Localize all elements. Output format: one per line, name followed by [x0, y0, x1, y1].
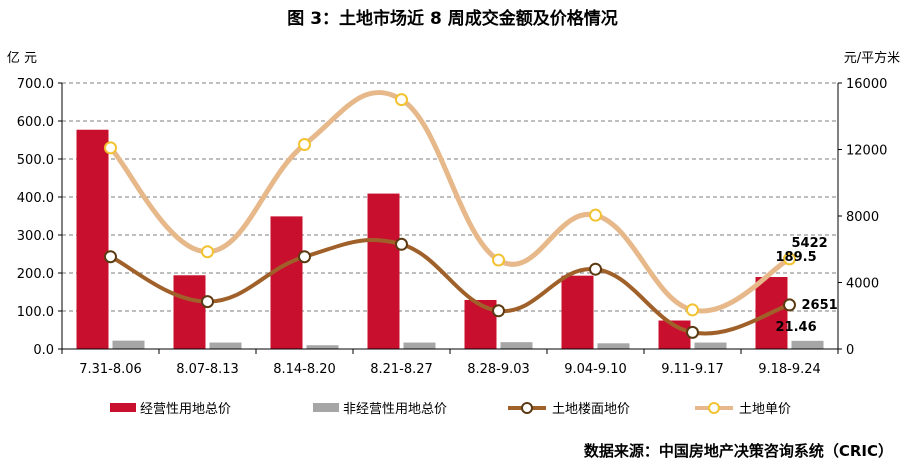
unit-price-point [104, 141, 117, 155]
x-tick-label: 9.11-9.17 [661, 362, 724, 377]
floor-price-point [298, 250, 311, 264]
bar-operating [76, 129, 109, 349]
x-tick-label: 8.14-8.20 [273, 362, 336, 377]
floor-price-point [783, 298, 796, 312]
y-left-tick-label: 200.0 [17, 267, 54, 282]
legend-marker [521, 402, 533, 414]
floor-price-point [201, 295, 214, 309]
unit-price-point [783, 252, 796, 266]
floor-price-point [395, 237, 408, 251]
unit-price-line [108, 90, 792, 314]
legend-item: 土地楼面地价 [508, 402, 630, 417]
legend-item: 经营性用地总价 [110, 402, 231, 417]
bar-non-operating [791, 340, 824, 349]
y-left-tick-label: 400.0 [17, 191, 54, 206]
bar-non-operating [597, 343, 630, 349]
x-tick-label: 8.28-9.03 [467, 362, 530, 377]
source-note: 数据来源：中国房地产决策咨询系统（CRIC） [583, 442, 893, 460]
floor-price-point [104, 250, 117, 264]
legend-label: 土地楼面地价 [552, 402, 630, 417]
data-labels: 189.5 21.46 2651 5422 [776, 236, 838, 335]
legend-item: 非经营性用地总价 [313, 402, 447, 417]
unit-price-point [395, 93, 408, 107]
x-tick-label: 9.18-9.24 [758, 362, 821, 377]
y-right-tick-label: 16000 [846, 77, 887, 92]
unit-price-point [298, 138, 311, 152]
x-tick-label: 7.31-8.06 [79, 362, 142, 377]
y-right-tick-label: 0 [846, 343, 854, 358]
y-left-tick-label: 500.0 [17, 153, 54, 168]
data-label: 5422 [792, 236, 828, 251]
bar-operating [367, 193, 400, 349]
unit-price-point [201, 245, 214, 259]
legend-item: 土地单价 [695, 402, 791, 417]
y-left-axis-label: 亿 元 [7, 51, 37, 66]
floor-price-line [108, 238, 792, 336]
legend-swatch [313, 403, 339, 412]
legend-label: 非经营性用地总价 [343, 402, 447, 417]
legend-label: 经营性用地总价 [140, 402, 231, 417]
floor-price-point [589, 262, 602, 276]
legend-label: 土地单价 [739, 402, 791, 417]
legend-swatch [110, 403, 136, 412]
bar-non-operating [112, 340, 145, 349]
legend-marker [708, 402, 720, 414]
bar-operating [173, 275, 206, 349]
bar-non-operating [694, 342, 727, 349]
y-left-tick-label: 600.0 [17, 115, 54, 130]
unit-price-point [492, 253, 505, 267]
unit-price-point [589, 208, 602, 222]
bars [76, 129, 824, 349]
bar-non-operating [209, 342, 242, 349]
chart-title: 图 3：土地市场近 8 周成交金额及价格情况 [287, 9, 618, 29]
series-lines [104, 90, 796, 339]
y-left-tick-label: 100.0 [17, 305, 54, 320]
y-left-tick-label: 300.0 [17, 229, 54, 244]
bar-non-operating [306, 345, 339, 349]
data-label: 21.46 [776, 320, 817, 335]
data-label: 189.5 [776, 250, 817, 265]
y-left-tick-label: 700.0 [17, 77, 54, 92]
bar-operating [561, 275, 594, 349]
unit-price-point [686, 303, 699, 317]
data-label: 2651 [802, 298, 838, 313]
bar-non-operating [403, 342, 436, 349]
y-right-tick-label: 4000 [846, 277, 879, 292]
y-right-axis-label: 元/平方米 [844, 50, 900, 66]
floor-price-point [686, 325, 699, 339]
y-right-tick-label: 8000 [846, 210, 879, 225]
axes: 0.0 100.0 200.0 300.0 400.0 500.0 600.0 700.0 0 4… [7, 50, 900, 377]
x-tick-label: 8.07-8.13 [176, 362, 239, 377]
legend: 经营性用地总价 非经营性用地总价 土地楼面地价 土地单价 [110, 402, 791, 417]
x-tick-label: 8.21-8.27 [370, 362, 433, 377]
floor-price-point [492, 304, 505, 318]
bar-non-operating [500, 342, 533, 349]
y-left-tick-label: 0.0 [33, 343, 54, 358]
y-right-tick-label: 12000 [846, 144, 887, 159]
x-tick-label: 9.04-9.10 [564, 362, 627, 377]
bar-operating [270, 216, 303, 349]
